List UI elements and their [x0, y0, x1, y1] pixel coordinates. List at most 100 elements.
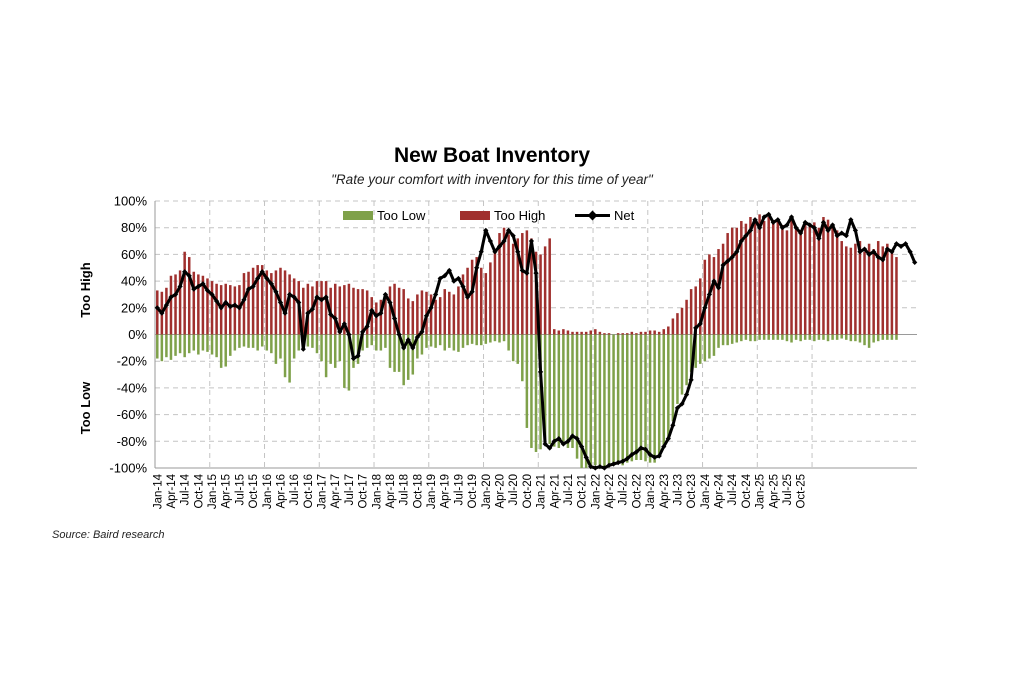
too-low-bar	[215, 334, 218, 358]
too-low-bar	[511, 334, 515, 362]
too-high-bar	[315, 281, 319, 335]
too-high-bar	[689, 289, 693, 335]
too-high-bar	[758, 214, 761, 335]
legend-label-too-high: Too High	[494, 208, 545, 223]
too-low-bar	[406, 334, 410, 380]
net-point	[369, 307, 375, 314]
too-high-bar	[767, 217, 770, 335]
net-point	[442, 273, 448, 279]
net-point	[889, 249, 895, 255]
x-tick-label: Jan-16	[262, 474, 274, 509]
net-point	[852, 227, 859, 233]
too-low-bar	[699, 334, 702, 364]
too-high-bar	[466, 267, 469, 335]
too-low-bar	[361, 334, 364, 351]
net-point	[250, 283, 256, 290]
too-low-bar	[393, 334, 396, 372]
y-tick-label: -20%	[117, 354, 148, 369]
too-high-bar	[694, 286, 697, 335]
net-point	[501, 238, 507, 244]
too-high-bar	[507, 234, 510, 335]
net-point	[378, 310, 384, 316]
too-low-bar	[502, 334, 506, 342]
too-low-bar	[895, 334, 898, 340]
y-tick-label: -40%	[117, 380, 148, 395]
x-tick-label: Jan-18	[371, 474, 383, 509]
net-point	[300, 346, 306, 352]
too-low-bar	[594, 334, 597, 466]
x-tick-label: Oct-19	[467, 474, 479, 509]
too-low-bar	[794, 334, 798, 340]
net-point	[652, 454, 658, 460]
net-point	[200, 281, 206, 287]
x-tick-label: Apr-17	[330, 474, 342, 509]
net-point	[784, 222, 790, 228]
too-high-bar	[662, 329, 666, 335]
too-high-bar	[411, 301, 415, 335]
too-low-bar	[740, 334, 743, 342]
too-high-bar	[717, 249, 720, 335]
too-low-bar	[694, 334, 697, 368]
too-high-bar	[730, 227, 734, 335]
too-high-bar	[251, 267, 255, 335]
net-point	[807, 222, 813, 228]
net-point	[273, 289, 279, 295]
net-point	[419, 329, 425, 335]
too-high-bar	[603, 333, 606, 335]
too-high-bar	[361, 289, 364, 335]
too-high-bar	[461, 274, 465, 335]
too-high-bar	[667, 326, 670, 335]
too-high-bar	[589, 330, 593, 335]
too-low-bar	[479, 334, 483, 346]
too-low-bar	[429, 334, 433, 347]
net-point	[159, 310, 165, 316]
too-high-bar	[283, 270, 287, 335]
too-high-bar	[794, 227, 798, 335]
too-high-bar	[493, 251, 497, 335]
too-high-bar	[215, 283, 218, 335]
net-point	[433, 291, 439, 298]
too-high-bar	[365, 290, 369, 335]
net-point	[679, 401, 685, 407]
too-low-bar	[338, 334, 342, 362]
too-high-bar	[210, 281, 214, 335]
too-low-bar	[772, 334, 775, 340]
too-high-bar	[598, 331, 602, 335]
too-high-bar	[699, 278, 702, 335]
too-low-bar	[831, 334, 834, 340]
net-point	[506, 227, 512, 233]
too-low-bar	[671, 334, 675, 422]
too-high-bar	[890, 251, 894, 335]
too-low-bar	[571, 334, 574, 448]
net-point	[884, 246, 890, 252]
too-low-bar	[525, 334, 529, 428]
too-low-bar	[438, 334, 442, 346]
too-high-bar	[434, 299, 437, 335]
too-low-bar	[612, 334, 615, 464]
too-high-bar	[388, 286, 392, 335]
too-low-bar	[858, 334, 862, 343]
too-low-bar	[251, 334, 255, 348]
too-high-bar	[338, 286, 342, 335]
too-low-bar	[808, 334, 812, 340]
legend-label-too-low: Too Low	[377, 208, 426, 223]
too-high-bar	[420, 290, 424, 335]
too-low-bar	[721, 334, 725, 346]
too-high-bar	[324, 281, 328, 335]
net-point	[391, 315, 398, 322]
too-low-bar	[156, 334, 159, 359]
x-tick-label: Oct-23	[686, 474, 698, 509]
too-low-bar	[516, 334, 520, 364]
net-point	[277, 299, 284, 306]
net-point	[492, 249, 498, 255]
too-high-bar	[635, 333, 638, 335]
too-high-bar	[489, 262, 492, 335]
net-point	[168, 294, 174, 300]
too-high-bar	[790, 219, 793, 335]
too-high-bar	[288, 274, 291, 335]
too-high-bar	[726, 233, 729, 335]
net-point	[743, 233, 749, 239]
too-high-bar	[712, 257, 716, 335]
too-high-bar	[840, 241, 843, 335]
x-tick-label: Oct-17	[358, 474, 370, 509]
